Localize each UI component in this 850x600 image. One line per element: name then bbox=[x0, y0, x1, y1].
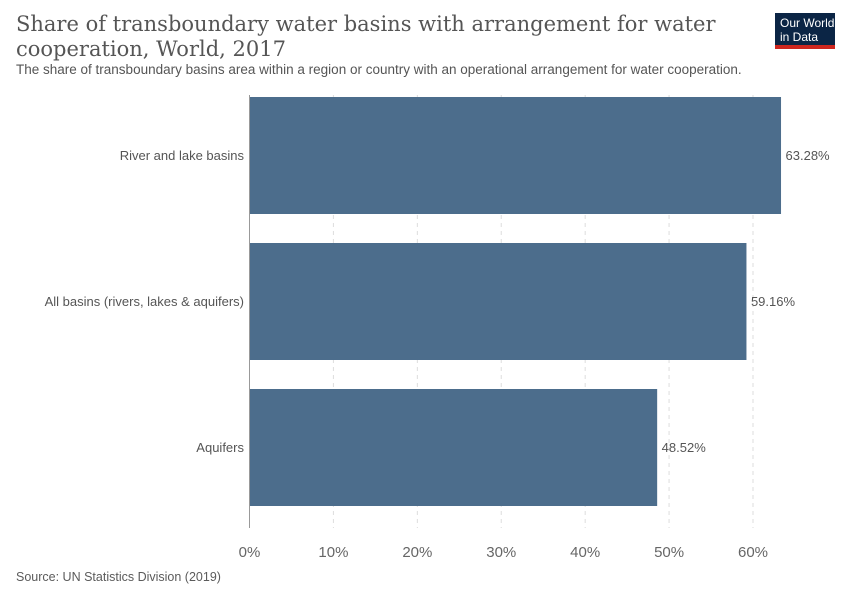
logo-line-1: Our World bbox=[780, 16, 835, 30]
chart-title: Share of transboundary water basins with… bbox=[16, 12, 716, 61]
bars bbox=[250, 97, 782, 506]
value-label: 63.28% bbox=[786, 148, 831, 163]
bar[interactable] bbox=[250, 243, 747, 360]
x-tick-label: 40% bbox=[570, 544, 600, 561]
x-tick-label: 60% bbox=[738, 544, 768, 561]
source-note: Source: UN Statistics Division (2019) bbox=[16, 570, 221, 584]
value-label: 59.16% bbox=[751, 294, 796, 309]
bar[interactable] bbox=[250, 389, 658, 506]
x-tick-label: 0% bbox=[239, 544, 261, 561]
x-tick-label: 10% bbox=[318, 544, 348, 561]
labels: River and lake basins 63.28% All basins (r… bbox=[45, 148, 830, 455]
category-label: All basins (rivers, lakes & aquifers) bbox=[45, 294, 244, 309]
category-label: Aquifers bbox=[196, 440, 244, 455]
x-tick-label: 50% bbox=[654, 544, 684, 561]
chart-subtitle: The share of transboundary basins area w… bbox=[16, 62, 742, 77]
x-axis-ticks: 0% 10% 20% 30% 40% 50% 60% bbox=[239, 544, 768, 561]
bar[interactable] bbox=[250, 97, 782, 214]
x-tick-label: 30% bbox=[486, 544, 516, 561]
logo-line-2: in Data bbox=[780, 30, 819, 44]
value-label: 48.52% bbox=[662, 440, 707, 455]
category-label: River and lake basins bbox=[120, 148, 245, 163]
x-tick-label: 20% bbox=[402, 544, 432, 561]
owid-logo[interactable]: Our World in Data bbox=[775, 13, 835, 49]
